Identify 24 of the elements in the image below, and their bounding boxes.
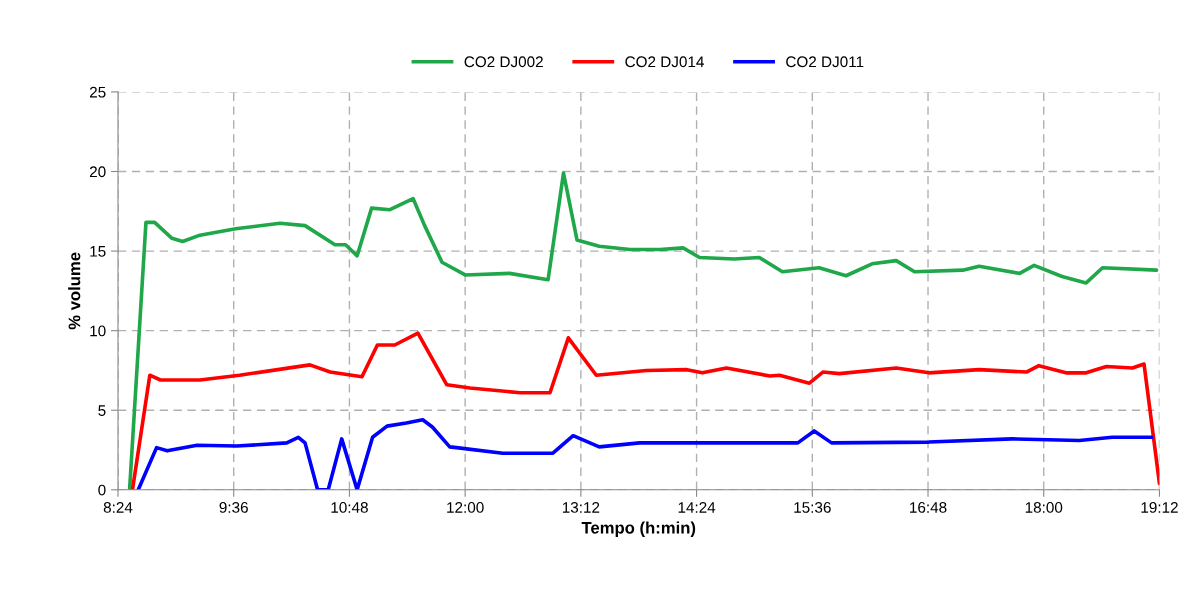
line-series (127, 171, 1159, 490)
x-tick-label: 19:12 (1141, 502, 1178, 513)
x-tick-label: 13:12 (562, 502, 600, 513)
y-tick-label: 0 (98, 484, 106, 496)
x-tick-label: 9:36 (219, 502, 248, 513)
y-tick-label: 15 (90, 246, 106, 257)
x-tick-label: 15:36 (794, 502, 831, 513)
x-tick-label: 14:24 (678, 502, 716, 513)
legend-label: CO2 DJ002 (464, 56, 543, 68)
x-tick-label: 18:00 (1025, 502, 1063, 513)
y-tick-label: 20 (89, 166, 106, 178)
y-axis-title: % volume (68, 252, 81, 330)
y-tick-label: 5 (98, 405, 106, 416)
x-tick-label: 10:48 (331, 502, 368, 513)
x-tick-label: 16:48 (910, 502, 947, 513)
y-tick-label: 10 (90, 325, 106, 337)
x-tick-label: 12:00 (447, 502, 484, 513)
x-axis-title: Tempo (h:min) (581, 521, 696, 537)
x-tick-label: 8:24 (103, 502, 133, 513)
legend-label: CO2 DJ014 (625, 56, 704, 68)
line-series (130, 331, 1160, 490)
y-tick-label: 25 (89, 86, 106, 98)
line-series (136, 417, 1154, 490)
legend-label: CO2 DJ011 (786, 56, 864, 68)
